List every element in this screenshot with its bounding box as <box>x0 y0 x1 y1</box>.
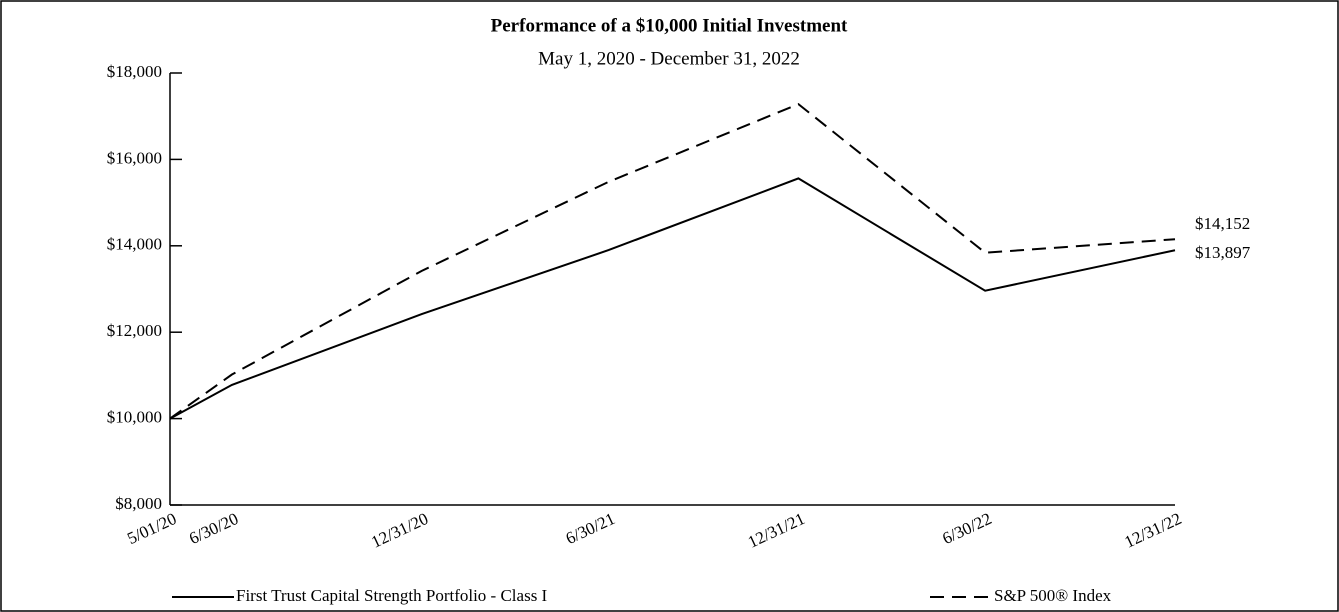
x-tick-label: 5/01/20 <box>124 509 179 548</box>
x-tick-label: 12/31/22 <box>1122 509 1185 552</box>
chart-subtitle: May 1, 2020 - December 31, 2022 <box>538 48 800 69</box>
x-tick-label: 6/30/22 <box>939 509 994 548</box>
x-tick-label: 6/30/21 <box>563 509 618 548</box>
y-tick-label: $10,000 <box>107 408 162 427</box>
chart-title: Performance of a $10,000 Initial Investm… <box>491 15 848 36</box>
legend-label: S&P 500® Index <box>994 586 1112 605</box>
y-tick-label: $14,000 <box>107 235 162 254</box>
series-line <box>169 177 1176 420</box>
legend-label: First Trust Capital Strength Portfolio -… <box>236 586 548 605</box>
y-tick-label: $8,000 <box>115 494 162 513</box>
value-label: $13,897 <box>1195 243 1251 262</box>
y-tick-label: $12,000 <box>107 321 162 340</box>
x-tick-label: 6/30/20 <box>186 509 241 548</box>
y-tick-label: $16,000 <box>107 148 162 167</box>
y-tick-label: $18,000 <box>107 62 162 81</box>
x-tick-label: 12/31/21 <box>745 509 808 552</box>
x-tick-label: 12/31/20 <box>368 509 431 552</box>
value-label: $14,152 <box>1195 214 1250 233</box>
series-line <box>169 102 1176 420</box>
